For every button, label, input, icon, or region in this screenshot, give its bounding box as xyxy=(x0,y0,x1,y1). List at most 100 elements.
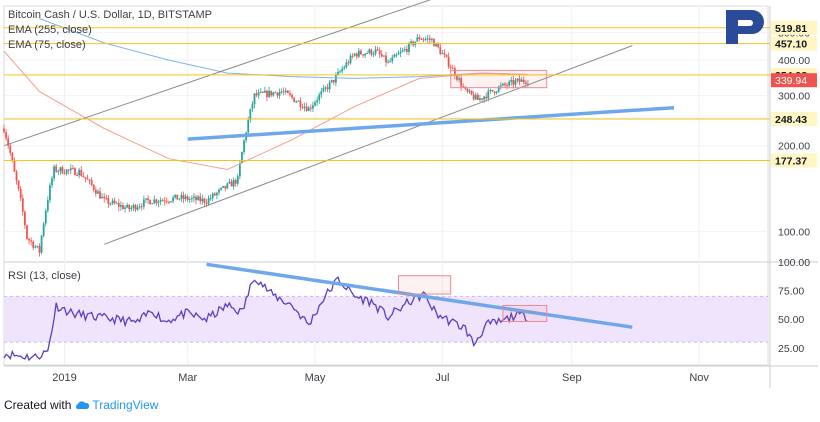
candle-body xyxy=(82,175,85,178)
candle-body xyxy=(97,191,99,194)
candle-body xyxy=(270,90,273,96)
candle-body xyxy=(420,39,423,41)
candle-body xyxy=(520,79,523,82)
candle-body xyxy=(458,78,460,80)
candle-body xyxy=(117,203,120,207)
candle-body xyxy=(63,173,66,175)
candle-body xyxy=(88,179,91,181)
candle-body xyxy=(364,53,367,56)
time-tick-label: Nov xyxy=(689,372,709,384)
candle-body xyxy=(209,198,212,200)
level-tag-bg xyxy=(771,111,817,126)
candle-body xyxy=(136,207,139,210)
candle-body xyxy=(65,169,68,174)
candle-body xyxy=(312,105,314,109)
candle-body xyxy=(368,49,371,54)
candle-body xyxy=(299,100,302,107)
tradingview-link[interactable]: TradingView xyxy=(75,398,158,412)
candle-body xyxy=(462,86,465,88)
candle-body xyxy=(286,90,289,94)
candle-body xyxy=(514,80,517,85)
candle-body xyxy=(389,61,392,63)
candle-body xyxy=(213,193,216,196)
candle-body xyxy=(195,196,197,201)
candle-body xyxy=(203,198,206,203)
candle-body xyxy=(401,50,404,52)
candle-body xyxy=(36,245,39,247)
candle-body xyxy=(165,201,168,203)
tradingview-brand-text: TradingView xyxy=(92,398,159,412)
candle-body xyxy=(297,100,300,102)
candle-body xyxy=(508,81,511,86)
time-tick-label: Mar xyxy=(178,372,197,384)
candle-body xyxy=(512,79,515,85)
candle-body xyxy=(163,200,166,202)
candle-body xyxy=(69,168,72,171)
candle-body xyxy=(380,54,383,57)
candle-body xyxy=(418,37,421,40)
candle-body xyxy=(216,192,218,196)
candle-body xyxy=(516,78,519,81)
symbol-title: Bitcoin Cash / U.S. Dollar, 1D, BITSTAMP xyxy=(8,9,212,21)
candle-body xyxy=(55,166,58,172)
candle-body xyxy=(410,41,412,44)
rsi-line xyxy=(3,275,528,362)
candle-body xyxy=(253,93,256,105)
candle-body xyxy=(109,203,112,205)
candle-body xyxy=(405,48,408,52)
candle-body xyxy=(307,107,310,111)
candle-body xyxy=(433,39,435,47)
candle-body xyxy=(341,68,344,72)
candle-body xyxy=(522,79,525,83)
candle-body xyxy=(301,106,304,108)
candle-body xyxy=(17,180,20,189)
candle-body xyxy=(422,39,425,41)
candle-body xyxy=(61,167,64,174)
candle-body xyxy=(295,101,298,103)
candle-body xyxy=(243,140,245,152)
candle-body xyxy=(489,89,492,91)
candle-body xyxy=(232,179,235,187)
candle-body xyxy=(468,90,471,92)
candle-body xyxy=(11,153,14,161)
candle-body xyxy=(151,203,154,205)
price-highlight-box xyxy=(450,69,548,89)
candle-body xyxy=(504,83,506,86)
candle-body xyxy=(46,200,49,211)
candle-body xyxy=(326,87,329,90)
candle-body xyxy=(445,54,448,57)
candle-body xyxy=(178,198,181,200)
candle-body xyxy=(370,49,373,55)
candle-body xyxy=(147,198,149,201)
candle-body xyxy=(21,198,24,212)
candle-body xyxy=(349,55,352,64)
candle-body xyxy=(7,138,10,146)
candle-body xyxy=(28,238,30,241)
support-trendline xyxy=(187,105,675,141)
candle-body xyxy=(447,56,450,67)
candle-body xyxy=(266,90,268,97)
candle-body xyxy=(170,201,172,203)
created-with-text: Created with xyxy=(4,398,72,412)
candle-body xyxy=(122,205,124,210)
candle-body xyxy=(314,102,316,106)
candle-body xyxy=(128,204,131,210)
rsi-tick-label: 50.00 xyxy=(778,314,804,326)
candle-body xyxy=(483,96,486,100)
candle-body xyxy=(474,94,477,100)
candle-body xyxy=(126,204,129,208)
time-tick-label: Jul xyxy=(435,372,449,384)
candle-body xyxy=(335,75,337,83)
candle-body xyxy=(211,193,214,199)
candle-body xyxy=(485,96,488,99)
candle-body xyxy=(293,97,296,103)
candle-body xyxy=(276,92,279,96)
candle-body xyxy=(228,181,231,184)
candle-body xyxy=(426,38,429,40)
candle-body xyxy=(226,183,229,189)
candle-body xyxy=(59,167,62,172)
rsi-highlight-box xyxy=(398,275,452,295)
candle-body xyxy=(142,199,145,207)
time-tick-label: 2019 xyxy=(52,372,76,384)
